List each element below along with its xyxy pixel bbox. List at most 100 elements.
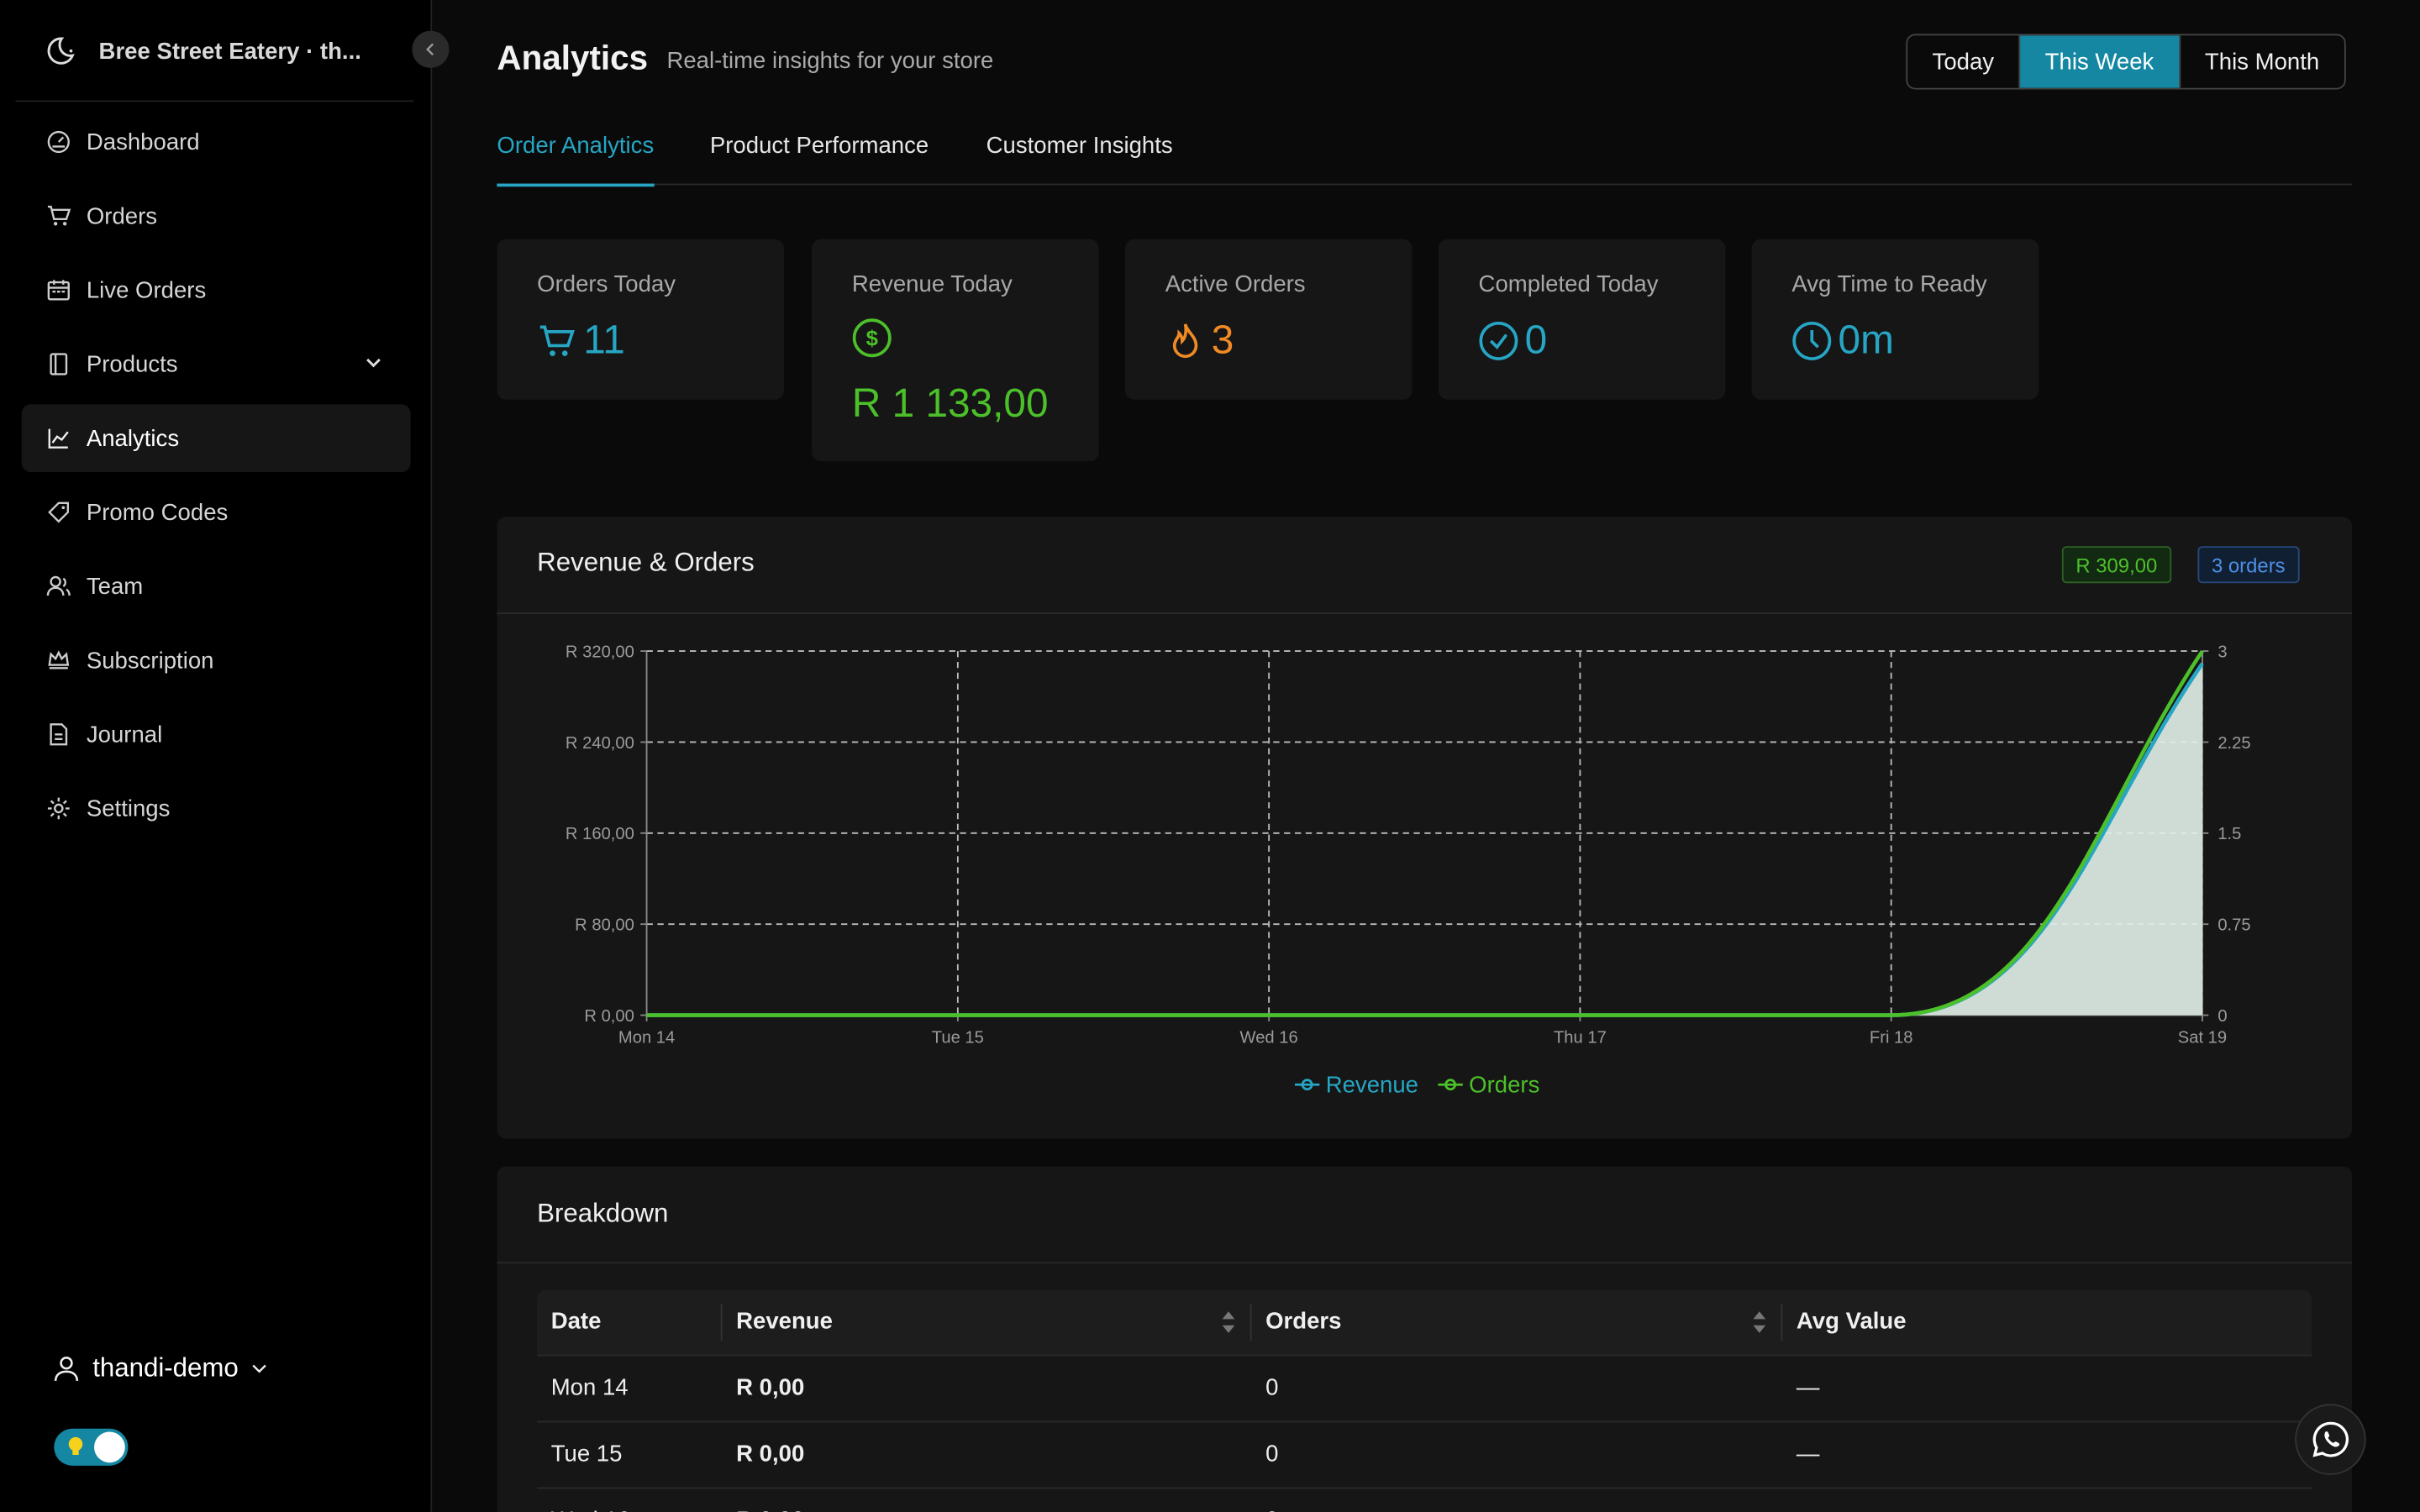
revenue-area [646,663,2202,1016]
book-icon [50,353,68,375]
sort-icon[interactable] [1752,1309,1767,1336]
stat-card-active-orders: Active Orders 3 [1124,239,1413,400]
stat-card-completed-today: Completed Today 0 [1438,239,1726,400]
chevron-left-icon [426,43,434,56]
cell-orders: 0 [1265,1488,1278,1512]
orders-badge: 3 orders [2197,546,2300,584]
table-row: Tue 15 R 0,00 0 — [537,1422,2312,1489]
stat-card-orders-today: Orders Today 11 [497,239,785,400]
stat-value-row: 3 [1165,317,1234,365]
stat-label: Active Orders [1165,271,1306,298]
sidebar-item-label: Journal [86,721,163,748]
username: thandi-demo [92,1352,239,1383]
breakdown-card: Breakdown Date Revenue Orders Avg Value … [497,1166,2353,1512]
sidebar-item-products[interactable]: Products [22,330,411,398]
revenue-orders-chart: R 0,00 0 R 80,00 0.75 R 160,00 1.5 R 240,00 2.2… [566,643,2251,1097]
column-divider [1249,1304,1252,1341]
sidebar-item-label: Subscription [86,647,214,674]
range-this-month-button[interactable]: This Month [2178,35,2344,88]
user-icon [54,1357,79,1381]
tab-order-analytics[interactable]: Order Analytics [497,133,655,187]
range-this-week-button[interactable]: This Week [2018,35,2179,88]
column-divider [720,1304,723,1341]
check-circle-icon [1479,321,1518,360]
cart-icon [539,324,575,355]
user-menu[interactable]: thandi-demo [52,1353,266,1384]
stat-value: 11 [583,316,625,363]
cell-revenue: R 0,00 [736,1488,804,1512]
sidebar-item-label: Orders [86,202,158,229]
legend-swatch-marker [1444,1079,1457,1091]
card-title: Breakdown [537,1199,669,1229]
sidebar-item-dashboard[interactable]: Dashboard [22,108,411,176]
column-header-avg-value[interactable]: Avg Value [1796,1308,1907,1335]
cell-avg-value: — [1796,1374,1820,1401]
sidebar-item-live-orders[interactable]: Live Orders [22,256,411,324]
sort-icon[interactable] [1221,1309,1236,1336]
brand[interactable]: Bree Street Eatery · th... [43,34,397,67]
stat-value: 3 [1211,316,1234,363]
y-right-tick-label: 2.25 [2217,734,2250,753]
sidebar-item-label: Team [86,573,144,600]
analytics-tabs: Order Analytics Product Performance Cust… [497,132,2353,187]
team-icon [46,575,71,596]
revenue-badge: R 309,00 [2061,546,2171,584]
cart-icon [47,205,71,226]
stat-label: Avg Time to Ready [1791,271,1987,298]
sidebar-item-promo-codes[interactable]: Promo Codes [22,478,411,546]
tab-customer-insights[interactable]: Customer Insights [986,132,1173,160]
y-right-tick-label: 0.75 [2217,916,2250,935]
whatsapp-button[interactable] [2295,1404,2366,1475]
column-header-orders[interactable]: Orders [1265,1308,1342,1335]
theme-toggle[interactable] [54,1428,129,1466]
x-tick-label: Mon 14 [618,1029,675,1047]
cell-orders: 0 [1265,1374,1279,1401]
cell-revenue: R 0,00 [736,1374,805,1401]
sidebar: Bree Street Eatery · th... Dashboard Ord… [0,0,433,1512]
legend-swatch-marker [1301,1079,1313,1091]
y-right-tick-label: 3 [2217,643,2227,661]
sidebar-item-subscription[interactable]: Subscription [22,627,411,695]
range-today-button[interactable]: Today [1932,48,1995,76]
collapse-sidebar-button[interactable] [412,30,450,68]
tab-product-performance[interactable]: Product Performance [709,132,929,160]
stat-value-row: 0 [1479,317,1547,365]
orders-line [646,649,2204,1017]
dollar-icon: $ [852,318,892,358]
sidebar-item-analytics[interactable]: Analytics [21,404,411,473]
column-header-revenue[interactable]: Revenue [736,1308,833,1335]
table-row: Wed 16 R 0,00 0 — [537,1488,2312,1512]
whatsapp-icon [2312,1421,2349,1457]
stat-value-row: 11 [537,317,625,365]
svg-text:$: $ [866,327,878,350]
x-tick-label: Sat 19 [2178,1029,2227,1047]
chevron-down-icon[interactable] [364,354,382,372]
column-header-date[interactable]: Date [550,1308,602,1335]
date-range-toggle: Today This Week This Month [1906,34,2346,90]
revenue-line [646,662,2204,1017]
table-row: Mon 14 R 0,00 0 — [537,1356,2312,1423]
store-logo-icon [47,37,75,65]
cell-avg-value: — [1796,1441,1820,1467]
legend-label: Orders [1469,1071,1539,1097]
table-header: Date Revenue Orders Avg Value [537,1289,2312,1357]
revenue-orders-card: Revenue & Orders R 309,00 3 orders R 0,0… [497,517,2353,1139]
sidebar-item-journal[interactable]: Journal [22,701,411,769]
brand-name: Bree Street Eatery · th... [98,37,361,65]
sidebar-item-orders[interactable]: Orders [22,182,411,250]
sidebar-item-settings[interactable]: Settings [22,774,411,843]
y-left-tick-label: R 240,00 [566,734,634,753]
stat-card-avg-time: Avg Time to Ready 0m [1751,239,2039,400]
stat-value: R 1 133,00 [851,379,1049,426]
stat-label: Completed Today [1478,271,1659,298]
breakdown-table: Date Revenue Orders Avg Value Mon 14 R 0… [537,1289,2312,1512]
y-right-tick-label: 1.5 [2217,825,2241,843]
page-title: Analytics [497,38,649,77]
x-tick-label: Tue 15 [932,1029,984,1047]
sidebar-item-team[interactable]: Team [22,553,411,621]
cell-orders: 0 [1265,1441,1279,1467]
lightbulb-icon [68,1436,83,1456]
sidebar-item-label: Promo Codes [86,499,229,526]
document-icon [50,723,68,746]
divider [15,100,414,102]
